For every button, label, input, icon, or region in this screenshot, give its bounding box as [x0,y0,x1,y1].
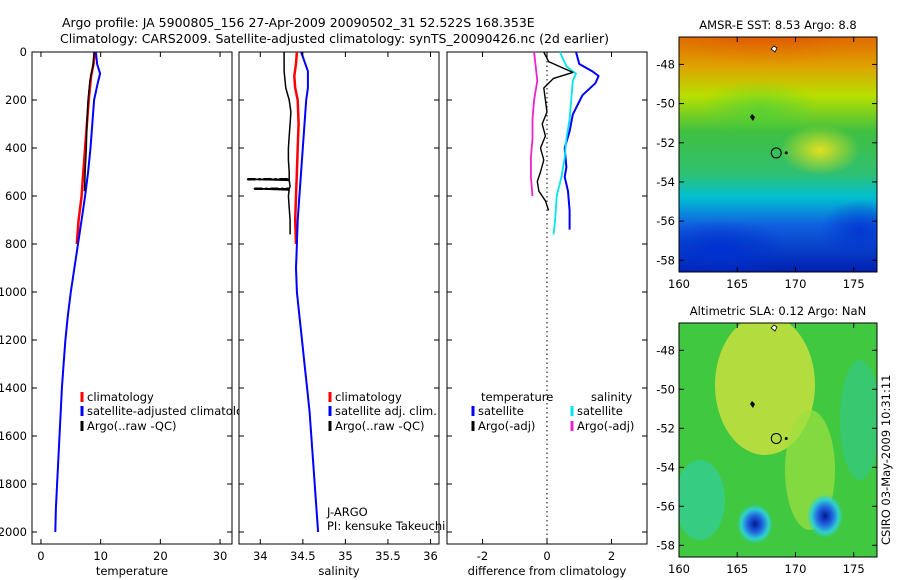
y-tick-label: 600 [5,189,27,203]
profile-marker-dot [784,151,788,155]
plot-frame [238,51,440,545]
y-tick-label: -50 [656,382,675,396]
series-line [536,51,574,211]
y-tick-label: -50 [656,97,675,111]
x-tick-label: 20 [153,549,168,563]
x-tick-label: 160 [668,277,690,291]
header-line-1: Argo profile: JA 5900805_156 27-Apr-2009… [62,15,535,30]
y-tick-label: 2000 [0,525,27,539]
x-tick-label: 165 [726,562,748,576]
series-line [530,51,539,197]
x-tick-label: 165 [726,277,748,291]
plot-frame [31,51,233,545]
x-tick-label: 35 [338,549,353,563]
y-tick-label: -54 [656,175,675,189]
x-axis-label: salinity [318,564,359,578]
x-tick-label: -2 [477,549,488,563]
annotation-text: PI: kensuke Takeuchi [327,519,445,533]
sla-map [678,322,878,558]
y-tick-label: 1600 [0,429,27,443]
annotation-text: J-ARGO [326,505,368,519]
y-tick-label: 0 [20,45,27,59]
y-tick-label: 1400 [0,381,27,395]
salinity-panel: 34 34.5 35 35.5 36 salinity climatologysatelli… [238,51,445,578]
legend-label: satellite adj. clim. [335,404,437,418]
legend-label: Argo(..raw -QC) [87,419,177,433]
profile-marker [770,432,782,444]
legend-label: Argo(-adj) [478,419,535,433]
y-tick-label: -58 [656,253,675,267]
x-tick-label: 36 [423,549,438,563]
legend-label: satellite [577,404,623,418]
map-title: Altimetric SLA: 0.12 Argo: NaN [690,304,866,318]
x-tick-label: 0 [543,549,550,563]
y-tick-label: 800 [5,237,27,251]
y-tick-label: 1000 [0,285,27,299]
legend-label: climatology [335,390,402,404]
series-line [552,51,577,235]
x-axis-label: temperature [96,564,168,578]
y-tick-label: 200 [5,93,27,107]
x-tick-label: 160 [668,562,690,576]
map-title: AMSR-E SST: 8.53 Argo: 8.8 [699,18,856,32]
legend-label: Argo(..raw -QC) [335,419,425,433]
x-tick-label: 175 [843,562,865,576]
x-axis-label: difference from climatology [468,564,627,578]
y-tick-label: -54 [656,460,675,474]
y-tick-label: -56 [656,214,675,228]
y-tick-label: -58 [656,538,675,552]
x-tick-label: 0 [37,549,44,563]
profile-marker-dot [784,436,788,440]
series-line [54,51,102,533]
series-line [295,51,320,533]
x-tick-label: 34.5 [290,549,316,563]
x-tick-label: 35.5 [375,549,401,563]
y-tick-label: -52 [656,136,675,150]
y-tick-label: -52 [656,421,675,435]
sst-map-axes: AMSR-E SST: 8.53 Argo: 8.8 160 165 170 175 -4… [656,18,877,291]
x-tick-label: 2 [608,549,615,563]
footer-credit: CSIRO 03-May-2009 10:31:11 [879,375,893,546]
temperature-panel: 0 10 20 30 0 200 400 600 800 1000 1200 1400 1600 1800… [0,45,257,578]
y-tick-label: -48 [656,343,675,357]
series-line [563,51,600,230]
x-tick-label: 34 [253,549,268,563]
legend-label: salinity [591,390,632,404]
series-line [293,51,300,245]
profile-marker [770,147,782,159]
legend-label: climatology [87,390,154,404]
x-tick-label: 175 [843,277,865,291]
x-tick-label: 10 [93,549,108,563]
y-tick-label: 1200 [0,333,27,347]
legend-label: Argo(-adj) [577,419,634,433]
x-tick-label: 170 [784,562,806,576]
legend-label: temperature [481,390,553,404]
y-tick-label: 400 [5,141,27,155]
series-line [246,52,292,235]
y-tick-label: -56 [656,499,675,513]
header-line-2: Climatology: CARS2009. Satellite-adjuste… [60,31,609,46]
legend-label: satellite [478,404,524,418]
y-tick-label: 1800 [0,477,27,491]
sst-map [678,36,878,273]
x-tick-label: 170 [784,277,806,291]
y-tick-label: -48 [656,57,675,71]
legend-label: satellite-adjusted climatology [87,404,257,418]
plot-frame [446,51,648,545]
series-line [83,51,95,192]
x-tick-label: 30 [213,549,228,563]
sla-map-axes: Altimetric SLA: 0.12 Argo: NaN 160 165 170 1… [656,304,877,576]
